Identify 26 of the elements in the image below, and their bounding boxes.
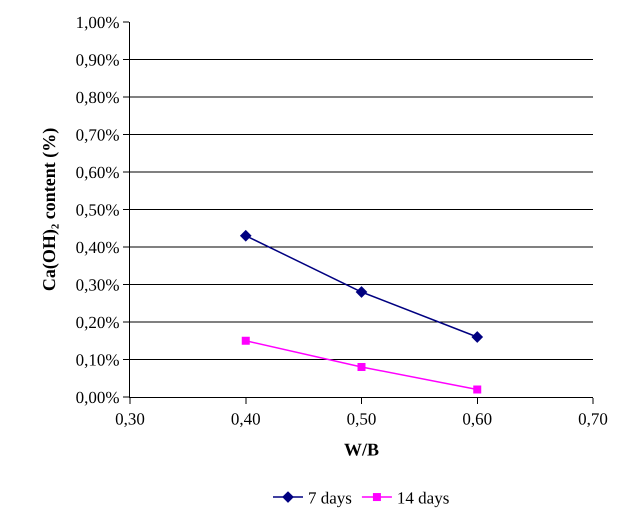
y-tick-label: 0,50% [76, 200, 120, 220]
x-tick-label: 0,50 [346, 409, 376, 428]
legend-label: 7 days [308, 488, 352, 508]
point [358, 363, 366, 371]
point [356, 286, 368, 298]
y-tick-label: 0,30% [76, 275, 120, 294]
x-tick-label: 0,30 [115, 409, 145, 428]
y-tick-label: 1,00% [76, 12, 120, 32]
y-tick-label: 0,00% [76, 388, 120, 407]
point [471, 331, 484, 343]
y-tick-label: 0,10% [76, 350, 120, 370]
legend-label: 14 days [396, 488, 450, 508]
y-tick-label: 0,90% [76, 50, 120, 70]
y-tick-label: 0,40% [76, 238, 120, 257]
y-tick-label: 0,20% [76, 312, 120, 332]
x-tick-label: 0,40 [230, 409, 261, 428]
x-tick-label: 0,70 [578, 409, 608, 428]
y-tick-label: 0,60% [76, 162, 120, 182]
point [473, 386, 482, 394]
point [240, 230, 252, 242]
y-axis-title: Ca(OH)₂ content (%) [38, 128, 59, 292]
point [242, 336, 250, 345]
y-tick-label: 0,70% [76, 125, 120, 144]
x-axis-title: W/B [344, 440, 380, 460]
y-tick-label: 0,80% [76, 88, 120, 107]
x-tick-label: 0,60 [462, 409, 492, 428]
